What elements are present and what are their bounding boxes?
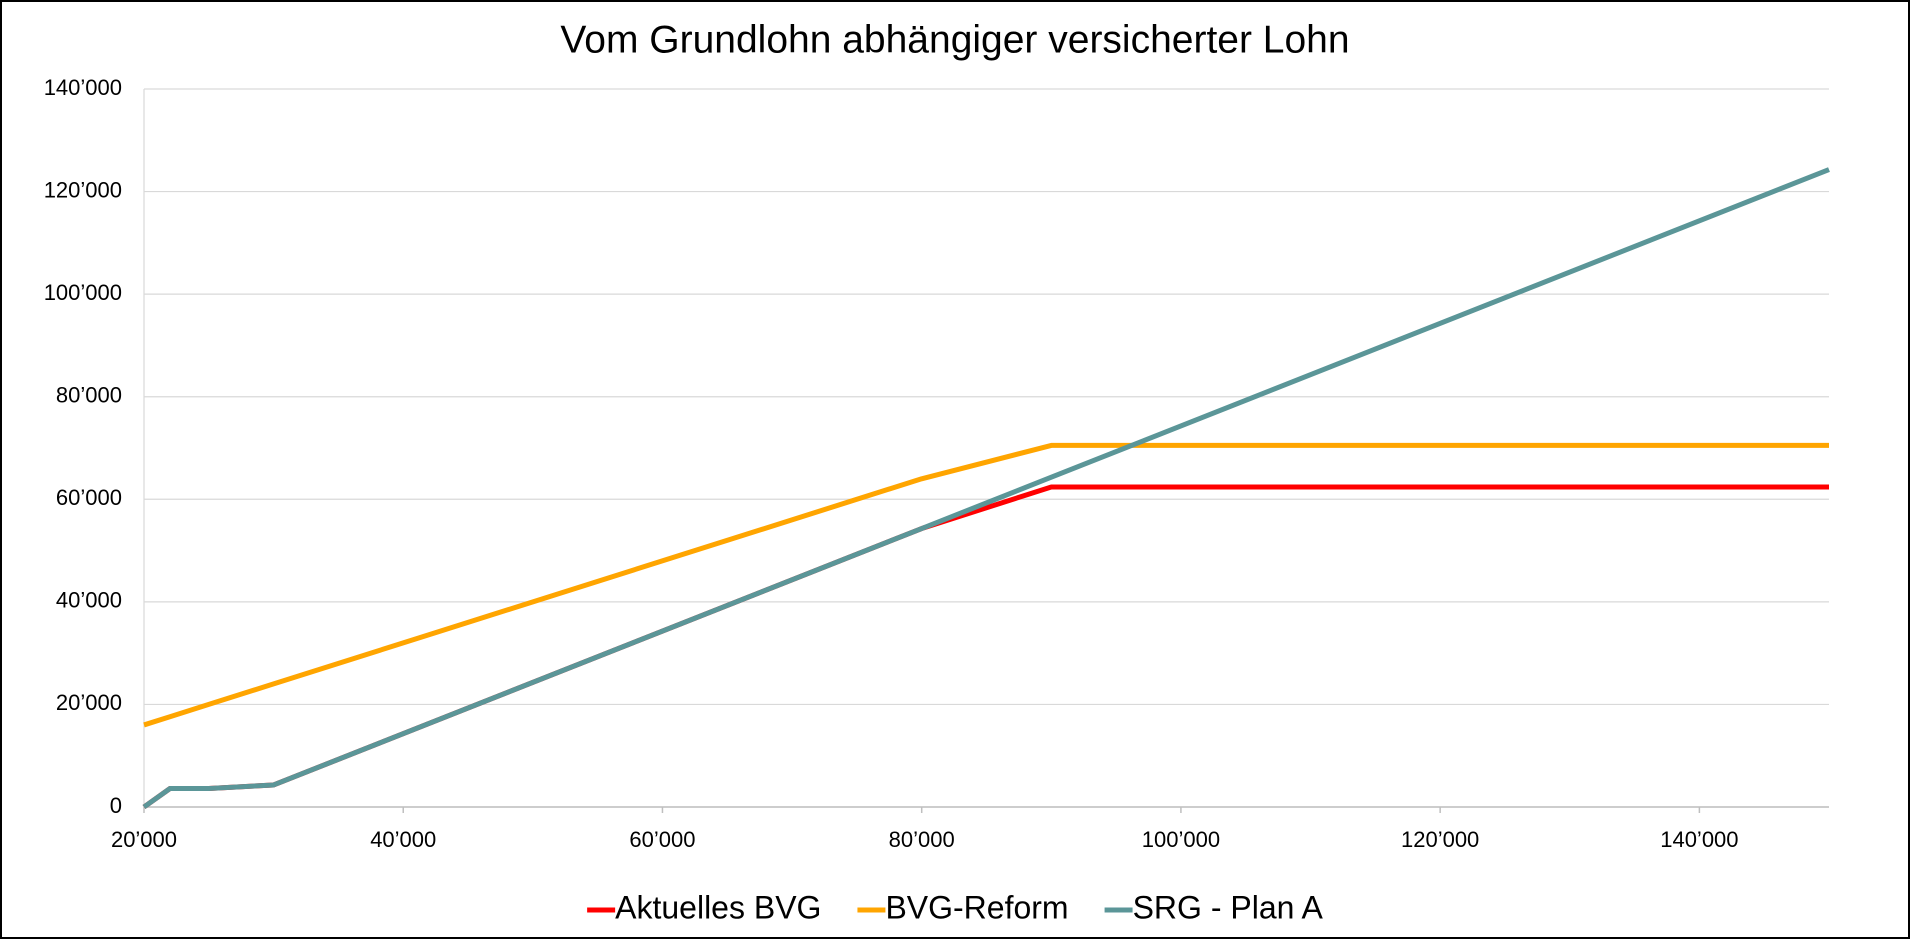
y-tick-label: 120’000: [44, 177, 122, 202]
y-tick-label: 100’000: [44, 280, 122, 305]
x-tick-label: 20’000: [111, 827, 177, 852]
y-tick-label: 40’000: [56, 588, 122, 613]
x-tick-label: 60’000: [629, 827, 695, 852]
y-tick-label: 0: [110, 793, 122, 818]
x-tick-label: 80’000: [889, 827, 955, 852]
y-tick-label: 80’000: [56, 383, 122, 408]
chart-title: Vom Grundlohn abhängiger versicherter Lo…: [560, 18, 1349, 61]
x-tick-label: 140’000: [1660, 827, 1738, 852]
legend-label: Aktuelles BVG: [615, 889, 821, 925]
legend-label: SRG - Plan A: [1133, 889, 1324, 925]
line-series: [142, 167, 1830, 810]
y-tick-label: 20’000: [56, 690, 122, 715]
legend-label: BVG-Reform: [885, 889, 1068, 925]
x-tick-label: 100’000: [1142, 827, 1220, 852]
x-tick-label: 120’000: [1401, 827, 1479, 852]
line-series: [143, 442, 1829, 728]
y-tick-label: 140’000: [44, 75, 122, 100]
y-tick-label: 60’000: [56, 485, 122, 510]
x-tick-label: 40’000: [370, 827, 436, 852]
